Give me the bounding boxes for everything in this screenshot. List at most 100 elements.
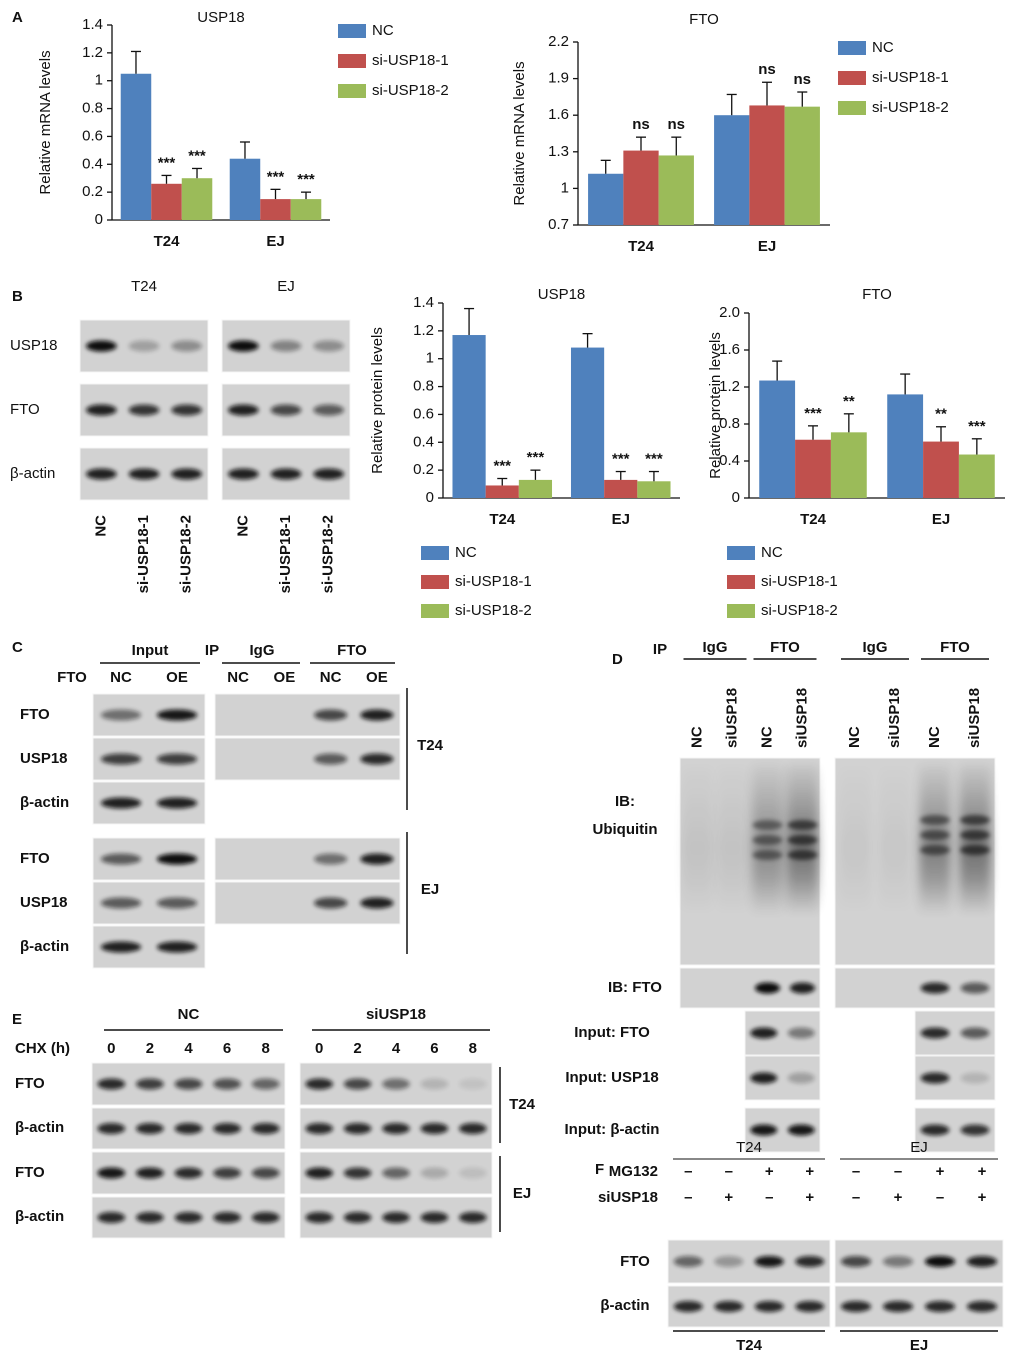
y-tick-label: 1.4 — [82, 16, 103, 33]
x-tick-label: T24 — [489, 511, 516, 528]
y-tick-label: 0.7 — [548, 216, 569, 233]
band — [100, 709, 142, 721]
y-tick-label: 0.6 — [413, 405, 434, 422]
band — [382, 1212, 410, 1223]
row-label: Input: USP18 — [565, 1069, 658, 1086]
significance: *** — [612, 451, 630, 468]
band — [420, 1078, 449, 1090]
y-tick-label: 1 — [426, 350, 434, 367]
time-label: 8 — [262, 1040, 270, 1057]
legend-label: si-USP18-1 — [761, 573, 838, 590]
sign: – — [936, 1189, 944, 1206]
row-label: USP18 — [20, 894, 68, 911]
lane-label: NC — [234, 515, 251, 537]
y-tick-label: 1.6 — [548, 106, 569, 123]
error-bar — [530, 469, 541, 480]
bar — [795, 439, 831, 498]
x-tick-label: EJ — [266, 233, 284, 250]
row-label: β-actin — [15, 1119, 64, 1136]
y-tick-label: 1 — [95, 72, 103, 89]
band — [458, 1123, 487, 1134]
x-tick-label: EJ — [612, 511, 630, 528]
panel-label: E — [12, 1011, 22, 1028]
time-label: 0 — [107, 1040, 115, 1057]
x-tick-label: EJ — [758, 238, 776, 255]
lane-label: siUSP18 — [886, 688, 903, 748]
legend-label: si-USP18-1 — [455, 573, 532, 590]
band — [920, 815, 950, 825]
band — [270, 404, 302, 416]
band — [960, 982, 990, 994]
legend-label: NC — [872, 39, 894, 56]
band — [136, 1123, 164, 1134]
band — [305, 1167, 334, 1179]
row-label: β-actin — [15, 1208, 64, 1225]
error-bar — [762, 81, 772, 106]
band — [920, 1124, 950, 1136]
significance: *** — [267, 168, 285, 185]
bar — [181, 178, 213, 220]
band — [97, 1167, 126, 1179]
error-bar — [971, 438, 982, 455]
y-tick-label: 1.9 — [548, 70, 569, 87]
y-tick-label: 0 — [732, 489, 740, 506]
sign: – — [852, 1163, 860, 1180]
label: IP — [653, 641, 667, 658]
band — [213, 1167, 241, 1179]
legend-swatch — [727, 546, 755, 560]
band — [156, 709, 198, 721]
label: Ubiquitin — [593, 821, 658, 838]
band — [960, 815, 990, 825]
significance: ns — [668, 116, 686, 133]
band — [85, 404, 117, 416]
panel-label: D — [612, 651, 623, 668]
bar — [714, 115, 750, 225]
band — [360, 709, 394, 721]
band — [789, 982, 816, 994]
band — [752, 820, 783, 830]
band — [787, 1072, 815, 1084]
y-tick-label: 1.6 — [719, 341, 740, 358]
y-tick-label: 0.6 — [82, 127, 103, 144]
legend-label: NC — [455, 544, 477, 561]
bar — [923, 441, 959, 498]
band — [673, 1256, 703, 1267]
error-bar — [772, 360, 783, 381]
band — [750, 1124, 778, 1136]
band — [128, 468, 160, 480]
label: FTO — [337, 642, 367, 659]
y-tick-label: 1.3 — [548, 143, 569, 160]
y-tick-label: 2.2 — [548, 33, 569, 50]
significance: *** — [297, 171, 315, 188]
panel-label: B — [12, 288, 23, 305]
bar — [784, 106, 820, 225]
band — [795, 1256, 825, 1267]
error-bar — [301, 191, 312, 200]
band — [313, 709, 348, 721]
treatment: siUSP18 — [598, 1189, 658, 1206]
label: CHX (h) — [15, 1040, 70, 1057]
y-tick-label: 1.2 — [413, 322, 434, 339]
bar — [958, 454, 995, 498]
band — [360, 853, 394, 865]
error-bar — [130, 50, 141, 74]
time-label: 6 — [430, 1040, 438, 1057]
sign: + — [978, 1163, 987, 1180]
significance: *** — [804, 405, 822, 422]
treatment: MG132 — [609, 1163, 658, 1180]
error-bar — [648, 470, 659, 482]
band — [420, 1123, 449, 1134]
significance: *** — [968, 418, 986, 435]
error-bar — [936, 426, 946, 442]
band — [270, 340, 302, 352]
band — [754, 1256, 784, 1267]
band — [174, 1123, 203, 1134]
y-tick-label: 1.2 — [82, 44, 103, 61]
error-bar — [636, 136, 646, 151]
lane-label: si-USP18-1 — [277, 515, 294, 593]
band — [97, 1212, 126, 1223]
row-label: FTO — [15, 1164, 45, 1181]
band — [882, 1301, 914, 1312]
band — [227, 468, 259, 480]
smear — [681, 765, 714, 915]
